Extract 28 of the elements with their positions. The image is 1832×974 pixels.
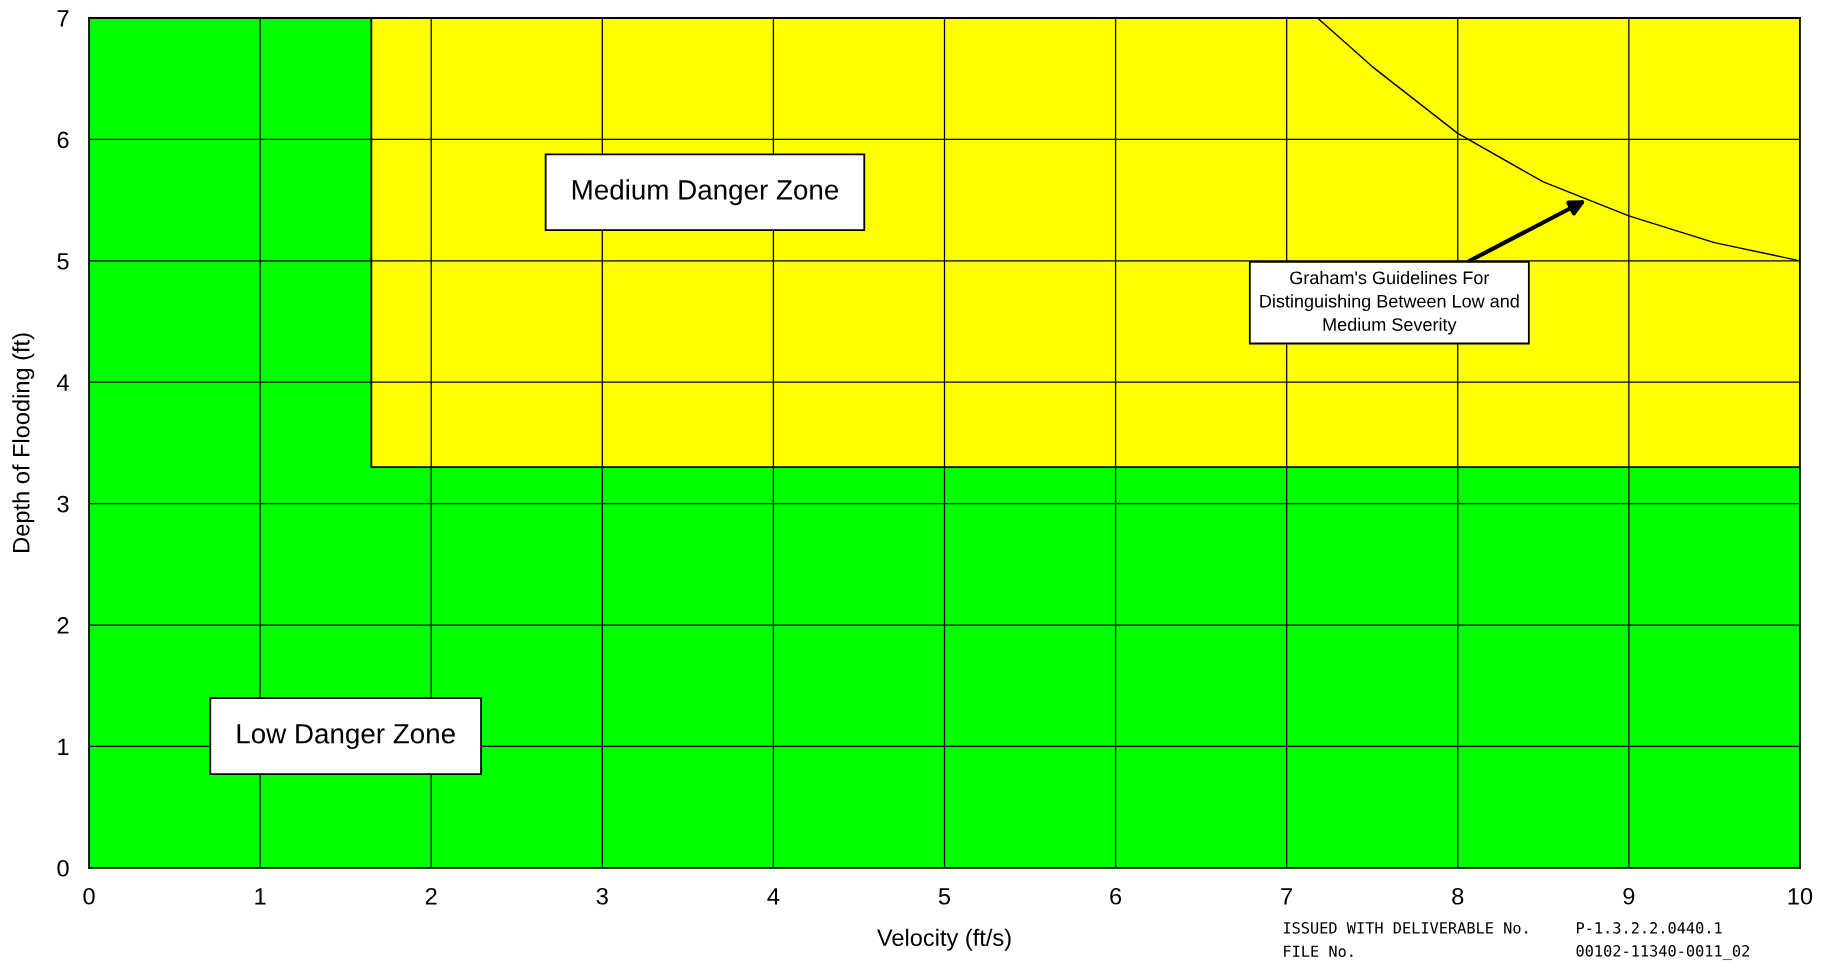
x-tick-label: 4 [767,888,780,905]
x-tick-label: 5 [938,888,951,905]
x-tick-label: 3 [596,887,608,905]
x-tick-label: 9 [1623,887,1635,905]
y-tick-label: 0 [57,859,69,877]
y-tick-label: 2 [57,617,69,634]
y-tick-label: 3 [57,495,69,513]
annotation: Medium Danger Zone [572,179,839,206]
y-axis-title: Depth of Flooding (ft) [12,333,35,552]
x-tick-label: 8 [1452,887,1464,905]
y-tick-label: 7 [57,10,69,27]
x-axis-title: Velocity (ft/s) [877,928,1011,951]
annotation: Low Danger Zone [237,724,455,750]
y-tick-label: 4 [57,374,69,391]
x-tick-label: 1 [255,888,266,905]
y-tick-label: 5 [57,253,69,270]
x-tick-label: 2 [425,887,437,905]
y-tick-label: 1 [58,738,69,755]
text: 00102-11340-0011_02 [1576,945,1749,961]
x-tick-label: 10 [1788,887,1813,905]
text: FILE No. [1284,945,1353,958]
x-tick-label: 7 [1281,888,1293,905]
y-tick-label: 6 [57,131,69,149]
x-tick-label: 6 [1110,887,1122,905]
text: ISSUED WITH DELIVERABLE No. [1283,922,1528,934]
annotation: Graham's Guidelines For Distinguishing Between Low and Medium Severity [1260,270,1519,335]
text: P-1.3.2.2.0440.1 [1576,922,1722,934]
x-tick-label: 0 [83,887,95,905]
